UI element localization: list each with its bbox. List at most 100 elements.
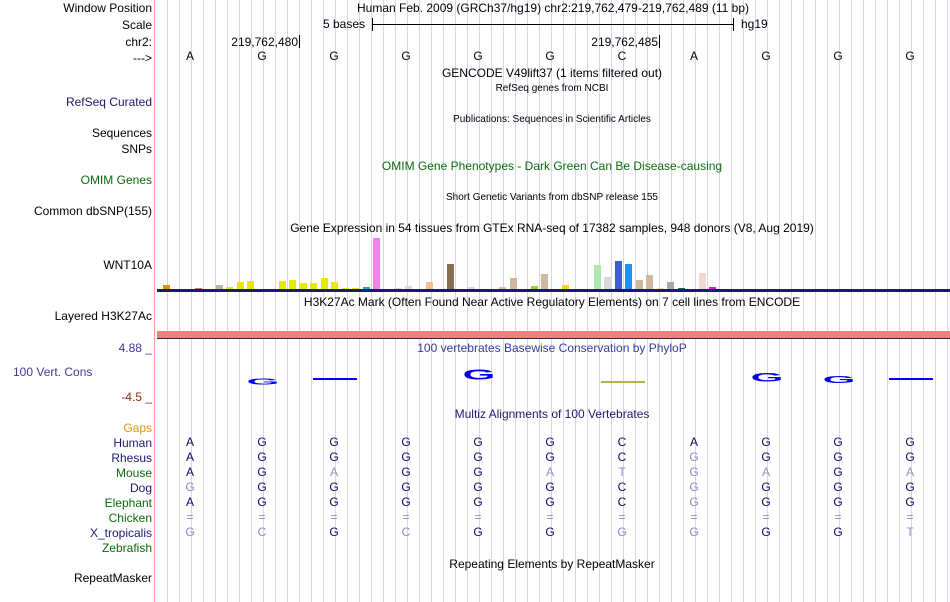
repeatmasker-track-title[interactable]: Repeating Elements by RepeatMasker bbox=[449, 557, 655, 571]
phylop-low-score-mark[interactable] bbox=[601, 381, 645, 383]
alignment-base: G bbox=[473, 435, 483, 449]
gtex-tissue-bar[interactable] bbox=[446, 264, 454, 290]
gridline bbox=[407, 0, 408, 602]
species-label-mouse[interactable]: Mouse bbox=[115, 466, 152, 480]
alignment-base: A bbox=[185, 495, 195, 509]
gtex-tissue-bar[interactable] bbox=[625, 264, 632, 290]
gtex-tissue-bar[interactable] bbox=[310, 283, 317, 290]
gtex-tissue-bar[interactable] bbox=[635, 280, 643, 290]
phylop-track-title[interactable]: 100 vertebrates Basewise Conservation by… bbox=[417, 341, 687, 355]
gtex-tissue-bar[interactable] bbox=[709, 287, 716, 290]
alignment-base: T bbox=[618, 465, 626, 479]
alignment-base: G bbox=[401, 480, 411, 494]
species-label-rhesus[interactable]: Rhesus bbox=[111, 451, 152, 465]
gtex-tissue-bar[interactable] bbox=[289, 280, 296, 290]
phylop-track-label[interactable]: 100 Vert. Cons bbox=[13, 365, 93, 379]
reference-base: A bbox=[185, 49, 195, 63]
omim-track-label[interactable]: OMIM Genes bbox=[80, 173, 152, 187]
phylop-low-score-mark[interactable] bbox=[313, 378, 357, 380]
species-label-chicken[interactable]: Chicken bbox=[108, 511, 152, 525]
alignment-base: G bbox=[473, 465, 483, 479]
alignment-base: A bbox=[185, 465, 195, 479]
alignment-base: G bbox=[185, 525, 195, 539]
gtex-tissue-bar[interactable] bbox=[299, 283, 307, 290]
reference-base: G bbox=[473, 49, 483, 63]
phylop-base-glyph[interactable]: G bbox=[246, 376, 280, 387]
multiz-track-title[interactable]: Multiz Alignments of 100 Vertebrates bbox=[454, 407, 650, 421]
gtex-track-title[interactable]: Gene Expression in 54 tissues from GTEx … bbox=[290, 221, 814, 235]
alignment-base: G bbox=[617, 525, 627, 539]
phylop-base-glyph[interactable]: G bbox=[462, 366, 496, 384]
gtex-tissue-bar[interactable] bbox=[373, 238, 380, 290]
gtex-tissue-bar[interactable] bbox=[215, 285, 223, 290]
gridline bbox=[623, 0, 624, 602]
h3k27ac-track-label[interactable]: Layered H3K27Ac bbox=[54, 309, 152, 323]
gtex-tissue-bar[interactable] bbox=[236, 282, 244, 290]
gtex-track-label[interactable]: WNT10A bbox=[103, 258, 152, 272]
gridline bbox=[419, 0, 420, 602]
snps-track-label[interactable]: SNPs bbox=[121, 142, 152, 156]
sequences-track-label[interactable]: Sequences bbox=[91, 126, 152, 140]
gtex-tissue-bar[interactable] bbox=[247, 281, 254, 290]
gtex-tissue-bar[interactable] bbox=[604, 277, 611, 290]
gtex-tissue-bar[interactable] bbox=[499, 287, 506, 290]
species-label-elephant[interactable]: Elephant bbox=[104, 496, 152, 510]
alignment-base: G bbox=[329, 435, 339, 449]
gtex-tissue-bar[interactable] bbox=[646, 275, 653, 290]
gtex-tissue-bar[interactable] bbox=[593, 265, 601, 290]
gtex-tissue-bar[interactable] bbox=[541, 274, 548, 290]
gtex-tissue-bar[interactable] bbox=[467, 287, 475, 290]
gtex-tissue-bar[interactable] bbox=[404, 286, 412, 290]
repeatmasker-track-label[interactable]: RepeatMasker bbox=[73, 571, 152, 585]
dbsnp-track-title[interactable]: Short Genetic Variants from dbSNP releas… bbox=[446, 192, 658, 203]
species-label-x_tropicalis[interactable]: X_tropicalis bbox=[89, 526, 152, 540]
phylop-max-label: 4.88 _ bbox=[118, 341, 152, 355]
gridline bbox=[707, 0, 708, 602]
species-label-dog[interactable]: Dog bbox=[129, 481, 152, 495]
dbsnp-track-label[interactable]: Common dbSNP(155) bbox=[33, 204, 152, 218]
h3k27ac-signal[interactable] bbox=[157, 331, 950, 338]
gtex-tissue-bar[interactable] bbox=[320, 278, 328, 290]
gridline bbox=[695, 0, 696, 602]
alignment-base: = bbox=[834, 510, 842, 524]
phylop-low-score-mark[interactable] bbox=[889, 378, 933, 380]
gtex-tissue-bar[interactable] bbox=[614, 261, 622, 290]
gtex-tissue-bar[interactable] bbox=[425, 282, 433, 290]
alignment-base: = bbox=[258, 510, 266, 524]
refseq-track-title[interactable]: RefSeq genes from NCBI bbox=[495, 83, 609, 94]
gencode-track-title[interactable]: GENCODE V49lift37 (1 items filtered out) bbox=[441, 66, 663, 80]
scale-bar bbox=[372, 24, 734, 25]
gridline bbox=[923, 0, 924, 602]
h3k27ac-track-title[interactable]: H3K27Ac Mark (Often Found Near Active Re… bbox=[303, 295, 801, 309]
gtex-tissue-bar[interactable] bbox=[530, 286, 538, 290]
species-label-human[interactable]: Human bbox=[113, 436, 152, 450]
gridline bbox=[827, 0, 828, 602]
gridline bbox=[491, 0, 492, 602]
gtex-tissue-bar[interactable] bbox=[163, 285, 170, 290]
assembly-position-text: Human Feb. 2009 (GRCh37/hg19) chr2:219,7… bbox=[356, 1, 750, 15]
gtex-tissue-bar[interactable] bbox=[278, 281, 286, 290]
gtex-tissue-bar[interactable] bbox=[226, 287, 233, 290]
gridline bbox=[803, 0, 804, 602]
gtex-tissue-bar[interactable] bbox=[509, 278, 517, 290]
gridline bbox=[191, 0, 192, 602]
publications-track-title[interactable]: Publications: Sequences in Scientific Ar… bbox=[453, 114, 651, 125]
alignment-base: G bbox=[257, 465, 267, 479]
gtex-bar-chart[interactable] bbox=[157, 237, 950, 290]
gridline bbox=[551, 0, 552, 602]
phylop-base-glyph[interactable]: G bbox=[822, 374, 856, 386]
species-label-zebrafish[interactable]: Zebrafish bbox=[101, 541, 152, 555]
gridline bbox=[467, 0, 468, 602]
gtex-tissue-bar[interactable] bbox=[331, 282, 338, 290]
chrom-label: chr2: bbox=[125, 35, 152, 49]
gtex-tissue-bar[interactable] bbox=[562, 285, 569, 290]
refseq-track-label[interactable]: RefSeq Curated bbox=[65, 95, 152, 109]
gtex-tissue-bar[interactable] bbox=[698, 273, 706, 290]
alignment-base: = bbox=[906, 510, 914, 524]
gtex-tissue-bar[interactable] bbox=[667, 282, 674, 290]
alignment-base: A bbox=[761, 465, 771, 479]
alignment-base: A bbox=[185, 450, 195, 464]
omim-track-title[interactable]: OMIM Gene Phenotypes - Dark Green Can Be… bbox=[381, 159, 723, 173]
phylop-base-glyph[interactable]: G bbox=[750, 371, 784, 385]
gtex-tissue-bar[interactable] bbox=[362, 287, 370, 290]
